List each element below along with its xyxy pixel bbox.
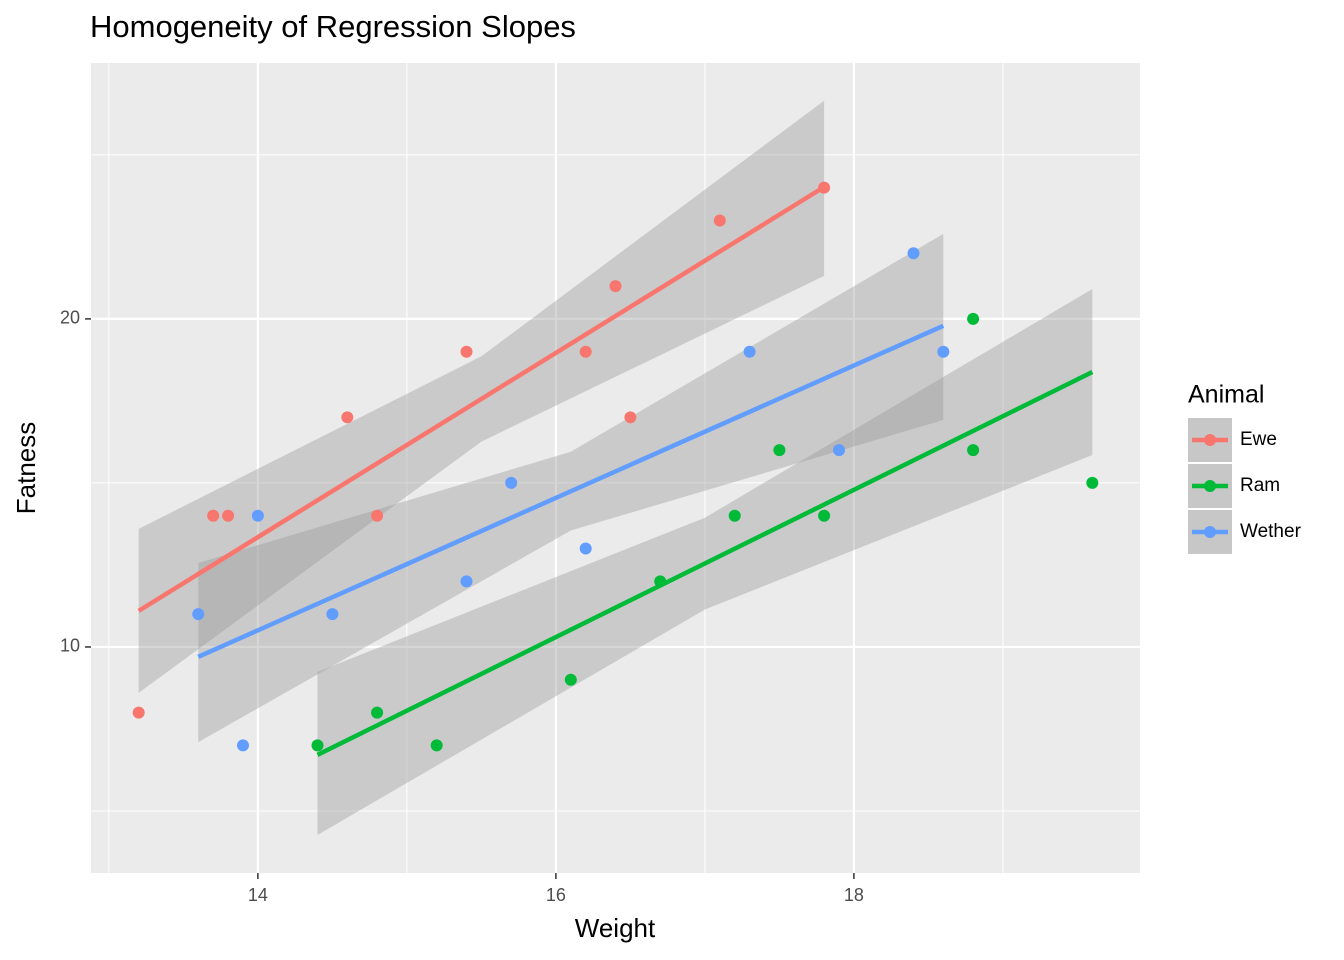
legend-label: Ram	[1240, 475, 1280, 496]
y-tick-label: 10	[60, 636, 80, 656]
fit-line	[316, 370, 1094, 757]
confidence-band	[198, 233, 944, 743]
data-point	[818, 509, 831, 522]
fit-line	[137, 185, 826, 613]
x-axis-title: Weight	[575, 913, 656, 943]
data-point	[207, 509, 220, 522]
data-point	[624, 411, 637, 424]
legend-label: Wether	[1240, 521, 1302, 542]
data-point	[743, 345, 756, 358]
data-point	[833, 444, 846, 457]
data-point	[371, 706, 384, 719]
data-point	[713, 214, 726, 227]
data-point	[1086, 476, 1099, 489]
plot-panel	[91, 63, 1140, 873]
data-point	[579, 345, 592, 358]
y-tick-label: 20	[60, 308, 80, 328]
data-point	[132, 706, 145, 719]
x-tick-label: 16	[546, 885, 566, 905]
y-axis-title: Fatness	[11, 422, 41, 515]
data-point	[371, 509, 384, 522]
legend-dot	[1204, 480, 1216, 492]
data-point	[967, 312, 980, 325]
data-point	[460, 345, 473, 358]
data-point	[460, 575, 473, 588]
fit-line	[197, 323, 945, 659]
data-point	[251, 509, 264, 522]
data-point	[192, 608, 205, 621]
data-point	[326, 608, 339, 621]
data-point	[222, 509, 235, 522]
x-tick-label: 14	[248, 885, 268, 905]
data-point	[430, 739, 443, 752]
data-point	[579, 542, 592, 555]
data-point	[967, 444, 980, 457]
data-point	[505, 476, 518, 489]
data-point	[341, 411, 354, 424]
data-point	[564, 673, 577, 686]
data-point	[937, 345, 950, 358]
data-point	[311, 739, 324, 752]
data-point	[236, 739, 249, 752]
legend-dot	[1204, 434, 1216, 446]
chart-title: Homogeneity of Regression Slopes	[90, 9, 576, 44]
data-point	[907, 247, 920, 260]
legend-title: Animal	[1188, 381, 1264, 409]
data-point	[609, 280, 622, 293]
legend-dot	[1204, 526, 1216, 538]
data-point	[728, 509, 741, 522]
data-point	[773, 444, 786, 457]
x-tick-label: 18	[844, 885, 864, 905]
legend-label: Ewe	[1240, 429, 1277, 450]
